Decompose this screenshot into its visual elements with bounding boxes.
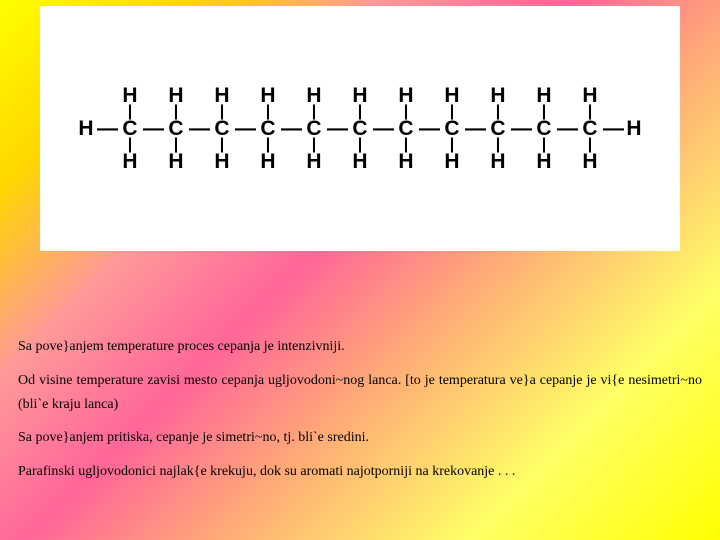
paragraph-4: Parafinski ugljovodonici najlak{e krekuj… [18, 460, 702, 484]
paragraph-1: Sa pove}anjem temperature proces cepanja… [18, 335, 702, 359]
paragraph-3: Sa pove}anjem pritiska, cepanje je simet… [18, 426, 702, 450]
molecule-panel: HHHHHHHHHHH|||||||||||H—C—C—C—C—C—C—C—C—… [40, 6, 680, 251]
hydrocarbon-chain: HHHHHHHHHHH|||||||||||H—C—C—C—C—C—C—C—C—… [75, 85, 645, 172]
paragraph-2: Od visine temperature zavisi mesto cepan… [18, 369, 702, 417]
body-text: Sa pove}anjem temperature proces cepanja… [18, 335, 702, 494]
